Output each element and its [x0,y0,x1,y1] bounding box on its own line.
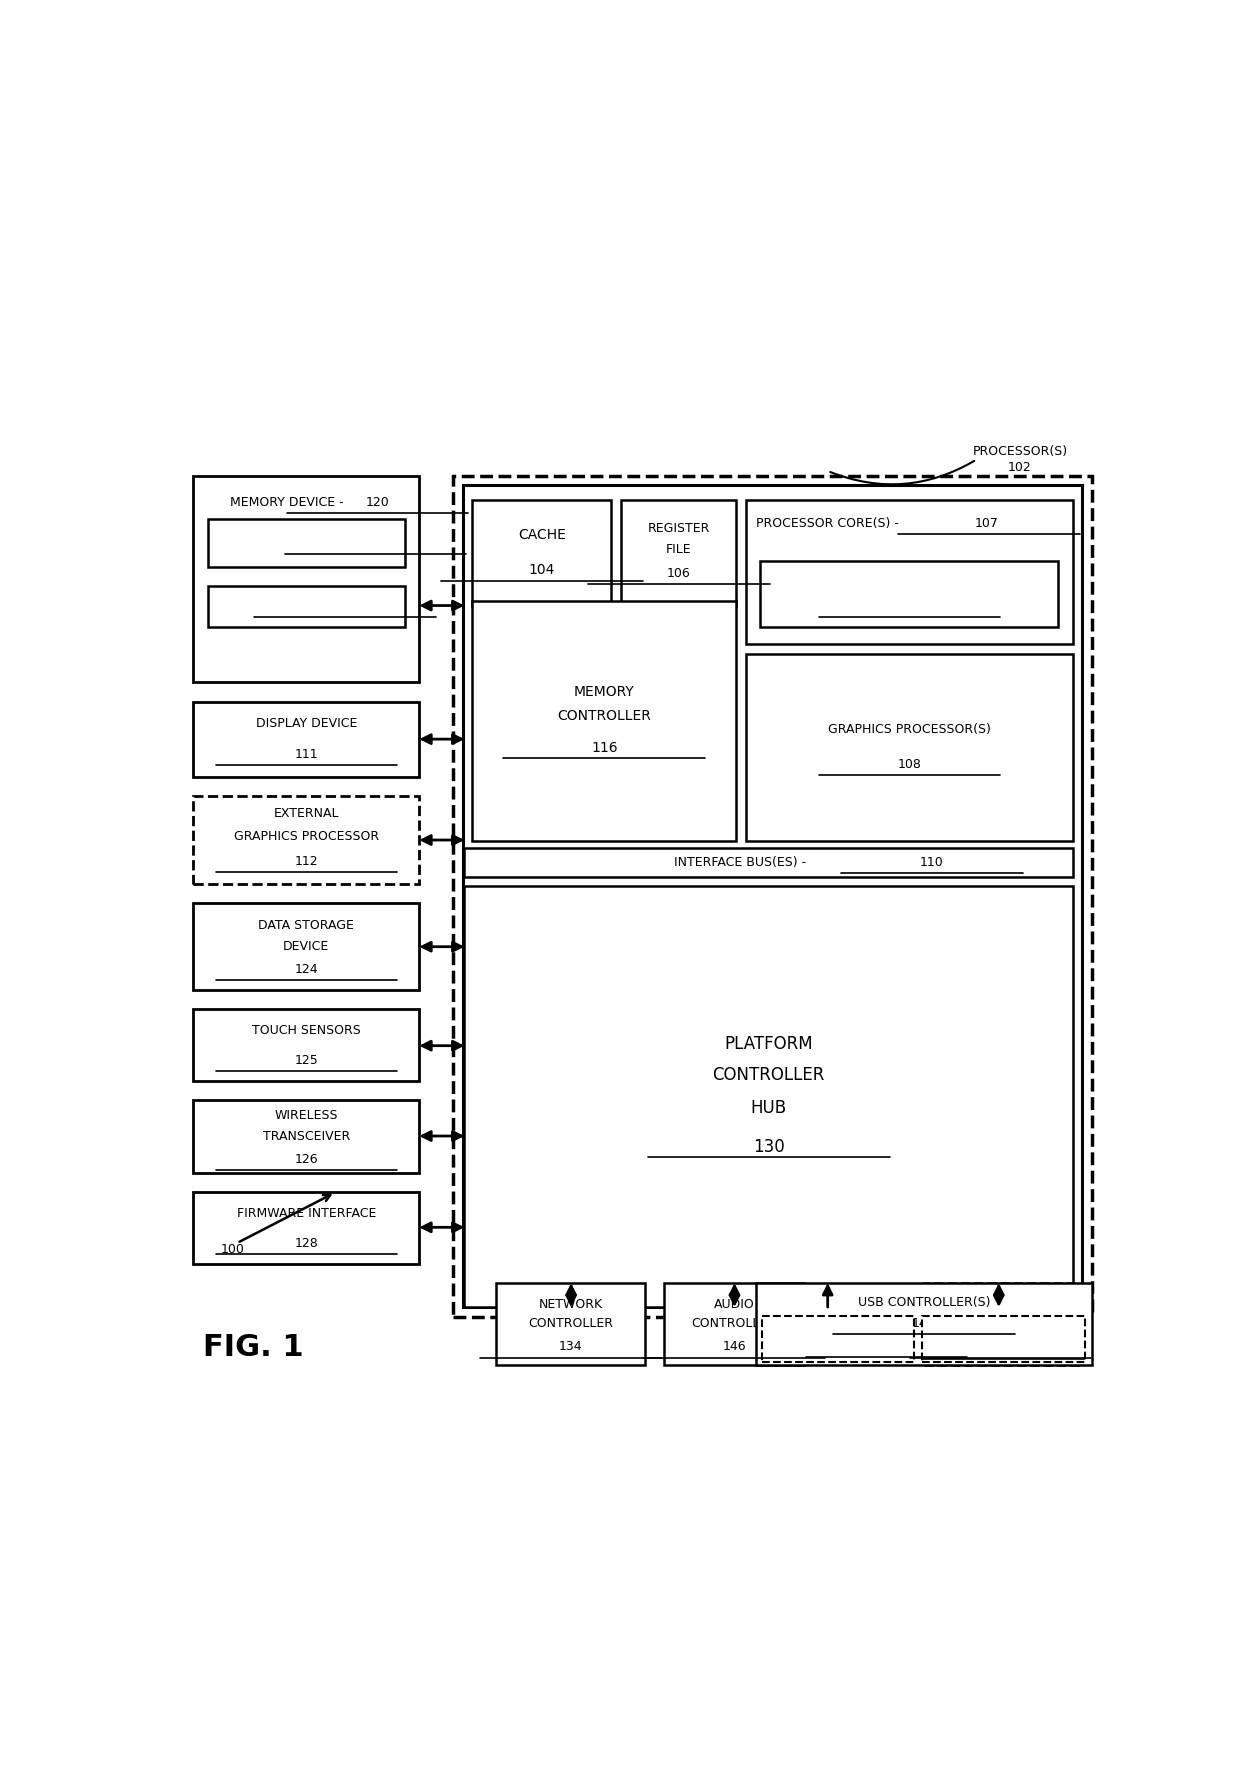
Bar [193,1009,419,1081]
Text: INSTRUCTION SET: INSTRUCTION SET [853,575,966,588]
Bar [924,1283,1078,1365]
Bar [193,796,419,885]
Text: 121: 121 [363,536,387,549]
Text: CONTROLLER: CONTROLLER [692,1317,776,1331]
Bar [463,485,1083,1306]
Text: INSTRUCTIONS -: INSTRUCTIONS - [232,536,339,549]
Bar [760,561,1058,627]
Text: 122: 122 [334,600,357,612]
Text: TRANSCEIVER: TRANSCEIVER [263,1129,350,1143]
Text: CONTROLLER: CONTROLLER [557,710,651,724]
Text: 144: 144 [993,1343,1014,1354]
Text: 109: 109 [898,600,921,612]
Text: 110: 110 [920,855,944,869]
Text: KEYBOARD: KEYBOARD [808,1322,869,1333]
Bar [763,1315,914,1361]
Text: 112: 112 [295,855,319,867]
Bar [193,1101,419,1172]
Bar [472,499,611,605]
Bar [193,1191,419,1264]
Text: 130: 130 [753,1138,785,1156]
Text: 107: 107 [975,517,998,531]
Bar [193,476,419,683]
Bar [193,903,419,989]
Text: AUDIO: AUDIO [714,1297,754,1312]
Bar [465,848,1073,876]
Text: HUB: HUB [750,1099,786,1117]
Text: 134: 134 [559,1340,583,1354]
Text: /MOUSE -: /MOUSE - [799,1342,854,1352]
Bar [465,887,1073,1306]
Text: MEMORY DEVICE -: MEMORY DEVICE - [231,496,348,510]
Text: CONTROLLER: CONTROLLER [528,1317,613,1331]
Text: FIRMWARE INTERFACE: FIRMWARE INTERFACE [237,1207,376,1220]
Text: 146: 146 [722,1340,745,1354]
Text: USB CONTROLLER(S): USB CONTROLLER(S) [858,1296,990,1308]
Text: LEGACY I/O: LEGACY I/O [965,1297,1037,1312]
Bar [665,1283,804,1365]
Text: INTERFACE BUS(ES) -: INTERFACE BUS(ES) - [673,855,810,869]
Text: 120: 120 [366,496,389,510]
Text: CONTROLLER: CONTROLLER [959,1317,1043,1331]
Text: FILE: FILE [666,543,692,556]
Text: 124: 124 [295,963,319,977]
Bar [193,701,419,777]
Bar [746,653,1073,841]
Bar [472,600,737,841]
Text: 143: 143 [875,1342,897,1352]
Text: DISPLAY DEVICE: DISPLAY DEVICE [255,717,357,731]
Text: 126: 126 [295,1152,319,1166]
Text: 125: 125 [294,1055,319,1067]
Bar [755,1283,1092,1365]
Text: CONTROLLER: CONTROLLER [713,1067,825,1085]
Text: CACHE: CACHE [518,529,565,542]
Text: FIG. 1: FIG. 1 [203,1333,304,1361]
Text: PROCESSOR CORE(S) -: PROCESSOR CORE(S) - [755,517,903,531]
Text: WIRELESS: WIRELESS [274,1108,339,1122]
Text: 100: 100 [221,1243,244,1257]
Bar [621,499,737,605]
Text: GRAPHICS PROCESSOR(S): GRAPHICS PROCESSOR(S) [828,724,991,736]
Text: EXTERNAL: EXTERNAL [274,807,339,820]
Text: PLATFORM: PLATFORM [724,1035,813,1053]
Text: 116: 116 [591,742,618,754]
Text: NETWORK: NETWORK [538,1297,603,1312]
Text: 102: 102 [1008,460,1032,474]
Text: DATA STORAGE: DATA STORAGE [258,919,355,933]
Text: 140: 140 [988,1340,1013,1354]
Text: CAMERA: CAMERA [980,1322,1027,1333]
Text: MEMORY: MEMORY [574,685,635,699]
Text: GRAPHICS PROCESSOR: GRAPHICS PROCESSOR [234,830,379,843]
Bar [746,499,1073,644]
Bar [453,476,1092,1317]
Bar [921,1315,1085,1361]
Text: DEVICE: DEVICE [283,940,330,954]
Text: 128: 128 [294,1237,319,1250]
Text: REGISTER: REGISTER [647,522,711,535]
Text: DATA -: DATA - [246,600,290,612]
Text: TOUCH SENSORS: TOUCH SENSORS [252,1025,361,1037]
Text: PROCESSOR(S): PROCESSOR(S) [972,446,1068,458]
Text: 108: 108 [898,758,921,772]
Bar [496,1283,645,1365]
Text: 104: 104 [528,563,556,577]
Bar [208,519,404,566]
Text: 111: 111 [295,749,319,761]
Text: 142: 142 [911,1317,936,1329]
Text: 106: 106 [667,568,691,581]
Bar [208,586,404,627]
